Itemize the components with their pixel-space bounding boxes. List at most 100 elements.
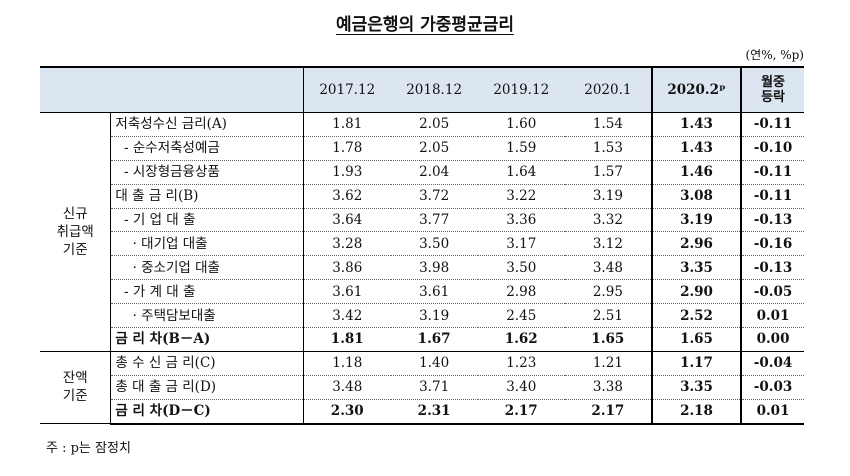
cell-value: 1.40 (390, 351, 478, 376)
cell-value: 3.17 (477, 231, 565, 257)
cell-value: 1.62 (477, 327, 565, 352)
unit-label: (연%, %p) (745, 48, 804, 62)
page-title: 예금은행의 가중평균금리 (336, 15, 514, 35)
col-2017-12: 2017.12 (303, 66, 391, 113)
cell-value: 1.64 (477, 160, 565, 185)
table-row: · 중소기업 대출 3.86 3.98 3.50 3.48 3.35 -0.13 (40, 255, 804, 281)
row-label: 대 출 금 리(B) (110, 184, 304, 209)
row-label: · 주택담보대출 (110, 303, 304, 329)
cell-value: 3.40 (477, 375, 565, 400)
table-row: · 대기업 대출 3.28 3.50 3.17 3.12 2.96 -0.16 (40, 231, 804, 257)
cell-value: -0.11 (741, 184, 804, 209)
cell-value: 2.45 (477, 303, 565, 329)
cell-value: 3.35 (650, 375, 743, 400)
cell-value: 1.43 (650, 136, 743, 161)
cell-value: 3.50 (390, 231, 478, 257)
cell-value: 3.08 (650, 184, 743, 209)
cell-value: 3.64 (303, 208, 391, 233)
cell-value: 2.04 (390, 160, 478, 185)
cell-value: 1.65 (650, 327, 743, 352)
cell-value: 1.21 (564, 351, 652, 376)
table-row: 신규 취급액 기준 저축성수신 금리(A) 1.81 2.05 1.60 1.54 1.43… (40, 112, 804, 352)
cell-value: -0.04 (741, 351, 804, 376)
cell-value: -0.11 (741, 112, 804, 137)
cell-value: 3.35 (650, 255, 743, 281)
table-row: 금 리 차(B－A) 1.81 1.67 1.62 1.65 1.65 0.00 (40, 327, 804, 352)
cell-value: 2.90 (650, 279, 743, 305)
cell-value: 3.32 (564, 208, 652, 233)
table-row: - 가 계 대 출 3.61 3.61 2.98 2.95 2.90 -0.05 (40, 279, 804, 305)
row-label: 금 리 차(D－C) (110, 399, 304, 425)
group-balance: 잔액 기준 (40, 351, 112, 425)
cell-value: 1.81 (303, 327, 391, 352)
cell-value: 3.48 (564, 255, 652, 281)
cell-value: 3.19 (564, 184, 652, 209)
cell-value: 2.05 (390, 136, 478, 161)
cell-value: 1.43 (650, 112, 743, 137)
cell-value: 3.61 (390, 279, 478, 305)
cell-value: -0.03 (741, 375, 804, 400)
table-row: 금 리 차(D－C) 2.30 2.31 2.17 2.17 2.18 0.01 (40, 399, 804, 425)
header-blank (40, 66, 304, 113)
group-new-loans: 신규 취급액 기준 (40, 112, 112, 352)
cell-value: 3.28 (303, 231, 391, 257)
cell-value: 1.78 (303, 136, 391, 161)
cell-value: 3.86 (303, 255, 391, 281)
cell-value: 2.17 (477, 399, 565, 425)
cell-value: 1.81 (303, 112, 391, 137)
cell-value: 1.60 (477, 112, 565, 137)
cell-value: 3.22 (477, 184, 565, 209)
cell-value: 3.12 (564, 231, 652, 257)
cell-value: 0.01 (741, 303, 804, 329)
cell-value: 1.93 (303, 160, 391, 185)
cell-value: 2.17 (564, 399, 652, 425)
cell-value: 3.19 (390, 303, 478, 329)
footnote: 주 : p는 잠정치 (46, 441, 131, 456)
cell-value: 0.01 (741, 399, 804, 425)
cell-value: 3.48 (303, 375, 391, 400)
cell-value: 2.05 (390, 112, 478, 137)
cell-value: -0.05 (741, 279, 804, 305)
table-row: - 시장형금융상품 1.93 2.04 1.64 1.57 1.46 -0.11 (40, 160, 804, 185)
cell-value: -0.10 (741, 136, 804, 161)
cell-value: -0.13 (741, 208, 804, 233)
cell-value: 3.19 (650, 208, 743, 233)
row-label: 총 수 신 금 리(C) (110, 351, 304, 376)
cell-value: 3.50 (477, 255, 565, 281)
table-row: 대 출 금 리(B) 3.62 3.72 3.22 3.19 3.08 -0.11 (40, 184, 804, 209)
header-row: 2017.12 2018.12 2019.12 2020.1 2020.2ᵖ 월… (40, 66, 804, 113)
cell-value: 1.65 (564, 327, 652, 352)
cell-value: 1.59 (477, 136, 565, 161)
cell-value: 1.46 (650, 160, 743, 185)
cell-value: 1.18 (303, 351, 391, 376)
col-2020-1: 2020.1 (564, 66, 652, 113)
table-row: - 순수저축성예금 1.78 2.05 1.59 1.53 1.43 -0.10 (40, 136, 804, 161)
cell-value: 1.23 (477, 351, 565, 376)
cell-value: 2.18 (650, 399, 743, 425)
cell-value: 3.36 (477, 208, 565, 233)
table-row: 총 대 출 금 리(D) 3.48 3.71 3.40 3.38 3.35 -0.03 (40, 375, 804, 400)
cell-value: -0.16 (741, 231, 804, 257)
cell-value: -0.11 (741, 160, 804, 185)
cell-value: 2.30 (303, 399, 391, 425)
table-row: 잔액 기준 총 수 신 금 리(C) 1.18 1.40 1.23 1.21 1.17 -0.… (40, 351, 804, 425)
interest-rate-table: 2017.12 2018.12 2019.12 2020.1 2020.2ᵖ 월… (40, 66, 804, 425)
cell-value: 3.98 (390, 255, 478, 281)
col-2020-2p: 2020.2ᵖ (650, 66, 743, 113)
cell-value: 3.42 (303, 303, 391, 329)
row-label: · 대기업 대출 (110, 231, 304, 257)
cell-value: 3.61 (303, 279, 391, 305)
cell-value: 2.98 (477, 279, 565, 305)
cell-value: -0.13 (741, 255, 804, 281)
cell-value: 3.62 (303, 184, 391, 209)
row-label: 저축성수신 금리(A) (110, 112, 304, 137)
cell-value: 2.51 (564, 303, 652, 329)
cell-value: 1.17 (650, 351, 743, 376)
row-label: - 시장형금융상품 (110, 160, 304, 185)
cell-value: 0.00 (741, 327, 804, 352)
table-row: - 기 업 대 출 3.64 3.77 3.36 3.32 3.19 -0.13 (40, 208, 804, 233)
cell-value: 1.67 (390, 327, 478, 352)
row-label: - 순수저축성예금 (110, 136, 304, 161)
col-monthly-change: 월중 등락 (741, 66, 804, 113)
row-label: - 기 업 대 출 (110, 208, 304, 233)
